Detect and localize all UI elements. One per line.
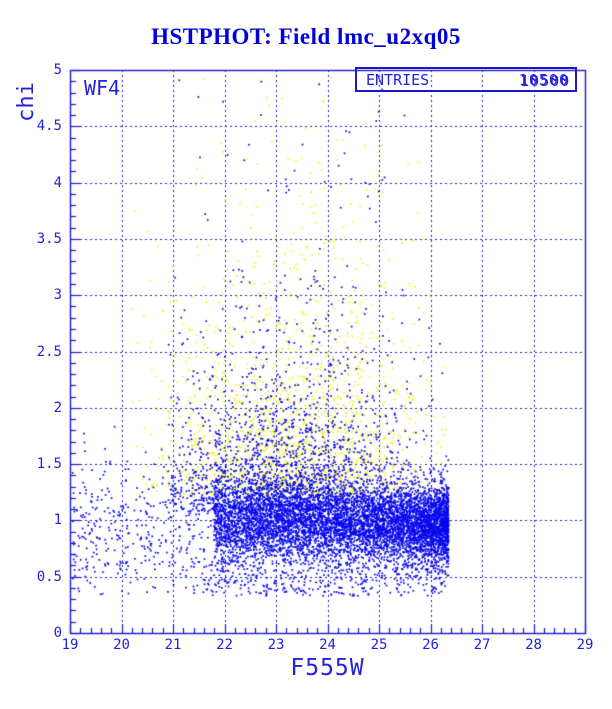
y-tick-label: 2 bbox=[53, 399, 62, 416]
x-tick-label: 22 bbox=[216, 637, 233, 653]
y-tick-label: 0.5 bbox=[36, 568, 62, 585]
x-tick-label: 28 bbox=[525, 637, 542, 653]
x-tick-label: 21 bbox=[164, 637, 182, 653]
x-tick-label: 27 bbox=[473, 637, 491, 653]
y-tick-label: 3.5 bbox=[36, 230, 62, 247]
x-tick-label: 19 bbox=[61, 637, 79, 653]
y-tick-label: 4 bbox=[53, 174, 62, 191]
detector-label: WF4 bbox=[84, 76, 121, 100]
y-tick-label: 2.5 bbox=[36, 343, 62, 360]
x-tick-label: 26 bbox=[422, 637, 439, 653]
stats-box: ENTRIES 10500 bbox=[355, 67, 577, 92]
x-axis-title: F555W bbox=[290, 655, 365, 681]
y-tick-label: 1.5 bbox=[36, 456, 62, 473]
stats-entries-value: 10500 bbox=[518, 71, 569, 89]
y-tick-label: 0 bbox=[53, 625, 62, 641]
x-tick-label: 23 bbox=[267, 637, 285, 653]
x-tick-label: 24 bbox=[319, 637, 336, 653]
y-tick-label: 1 bbox=[53, 512, 62, 529]
stats-entries-label: ENTRIES bbox=[366, 71, 430, 89]
y-tick-label: 5 bbox=[53, 62, 62, 78]
x-tick-label: 29 bbox=[576, 637, 594, 653]
page-title: HSTPHOT: Field lmc_u2xq05 bbox=[151, 24, 461, 49]
x-tick-label: 20 bbox=[113, 637, 130, 653]
x-tick-label: 25 bbox=[370, 637, 388, 653]
y-tick-label: 4.5 bbox=[36, 118, 62, 135]
y-tick-label: 3 bbox=[53, 287, 62, 304]
